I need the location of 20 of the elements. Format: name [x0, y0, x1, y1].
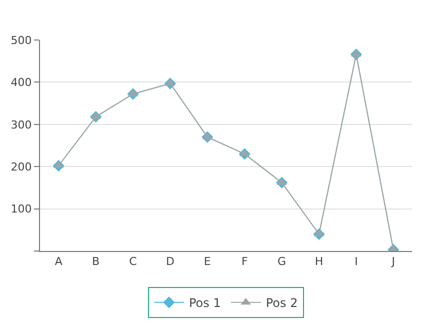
y-tick-label: 300 — [10, 118, 32, 132]
x-tick-label: I — [354, 255, 358, 268]
legend-label: Pos 2 — [266, 296, 298, 310]
y-tick-label: 400 — [10, 76, 32, 90]
point — [351, 50, 362, 57]
point — [90, 112, 101, 120]
x-tick-label: A — [54, 255, 63, 268]
x-tick-label: J — [390, 255, 396, 268]
x-tick-label: E — [204, 255, 211, 268]
y-tick-label: 200 — [10, 160, 32, 174]
x-tick-label: G — [278, 255, 286, 268]
legend-label: Pos 1 — [189, 296, 221, 310]
y-tick-label: 500 — [10, 34, 32, 47]
x-tick-label: D — [166, 255, 174, 268]
x-tick-label: F — [241, 255, 248, 268]
y-tick-label: 100 — [10, 202, 32, 216]
x-tick-label: H — [314, 255, 324, 268]
x-tick-label: B — [92, 255, 100, 268]
point — [165, 78, 176, 86]
x-tick-label: C — [129, 255, 138, 268]
